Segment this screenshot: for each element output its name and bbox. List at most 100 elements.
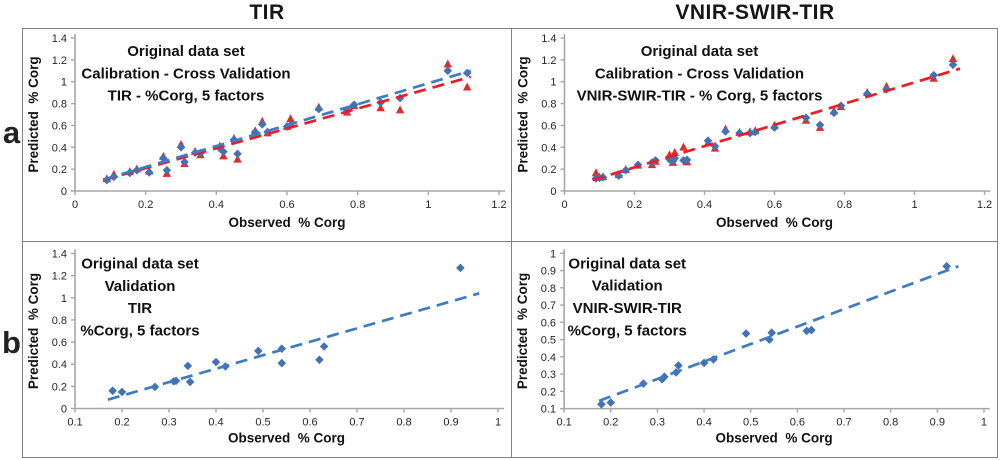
- series-validation-blue-diamonds: [597, 261, 951, 409]
- data-point-triangle: [670, 148, 679, 157]
- data-point-diamond: [456, 263, 465, 273]
- x-tick-label: 0.3: [650, 417, 665, 429]
- data-point-triangle: [948, 54, 958, 63]
- data-point-diamond: [349, 100, 359, 109]
- annotation-line: Original data set: [127, 43, 245, 60]
- y-tick-label: 1.2: [52, 55, 67, 67]
- x-tick-label: 1: [911, 199, 917, 211]
- data-point-diamond: [219, 147, 228, 156]
- y-tick-label: 0: [550, 186, 556, 198]
- x-tick-label: 0.6: [767, 199, 782, 211]
- x-axis-title: Observed % Corg: [228, 215, 345, 230]
- annotation-line: TIR - %Corg, 5 factors: [108, 88, 265, 105]
- y-tick-label: 0.2: [52, 164, 67, 176]
- y-tick-label: 0.6: [52, 337, 67, 349]
- trendline-red-trendline: [102, 75, 472, 182]
- data-point-diamond: [319, 342, 329, 351]
- data-point-diamond: [674, 361, 683, 370]
- y-tick-label: 0.8: [52, 315, 67, 327]
- y-tick-label: 1.2: [541, 55, 556, 67]
- data-point-diamond: [183, 361, 193, 371]
- y-tick-label: 1: [61, 77, 67, 89]
- annotation-line: Validation: [105, 278, 176, 295]
- data-point-triangle: [679, 142, 688, 151]
- y-tick-label: 0.7: [541, 300, 556, 312]
- y-tick-label: 0.2: [541, 164, 556, 176]
- y-tick-label: 1: [61, 293, 67, 305]
- data-point-triangle: [233, 154, 242, 163]
- x-tick-label: 0: [72, 199, 78, 211]
- x-axis-title: Observed % Corg: [715, 431, 832, 446]
- data-point-diamond: [314, 104, 324, 114]
- axes: 0 0.2 0.4 0.6 0.8 1 1.2 1.4 0.1 0.2 0.3 0.4 0.5 0.6 0.…: [52, 249, 504, 429]
- x-tick-label: 0.3: [161, 417, 176, 429]
- data-point-diamond: [233, 149, 242, 159]
- annotation: Original data set Calibration - Cross Val…: [577, 43, 823, 105]
- x-tick-label: 0.1: [556, 417, 571, 429]
- annotation-line: %Corg, 5 factors: [568, 322, 687, 339]
- y-tick-label: 0: [61, 186, 67, 198]
- annotation-line: TIR: [128, 300, 152, 317]
- column-title-vnir-swir-tir: VNIR-SWIR-TIR: [675, 1, 835, 24]
- x-tick-label: 0.6: [790, 417, 805, 429]
- x-tick-label: 0: [561, 199, 567, 211]
- trendline-blue-trendline: [107, 292, 480, 401]
- data-point-diamond: [606, 398, 616, 407]
- x-tick-label: 1: [495, 417, 501, 429]
- x-tick-label: 1: [425, 199, 431, 211]
- x-axis-title: Observed % Corg: [228, 431, 345, 446]
- data-point-diamond: [315, 355, 324, 365]
- chart-grid: 0 0.2 0.4 0.6 0.8 1 1.2 1.4 0 0.2 0.4 0.6 0.8 1 1.2 Obs…: [22, 28, 998, 458]
- data-point-diamond: [597, 399, 606, 409]
- y-tick-label: 0.4: [541, 142, 556, 154]
- trendline-red-trendline: [592, 67, 961, 182]
- axes: 0.1 0.2 0.3 0.4 0.5 0.6 0.7 0.8 0.9 1 0.1 0.2 0.3 0.4…: [541, 248, 990, 429]
- y-tick-label: 1: [550, 248, 556, 260]
- data-point-diamond: [162, 165, 172, 175]
- annotation: Original data set Validation TIR %Corg, 5 f…: [80, 256, 199, 340]
- x-tick-label: 0.2: [603, 417, 618, 429]
- y-tick-label: 0.5: [541, 335, 556, 347]
- y-tick-label: 1.4: [52, 33, 67, 45]
- data-point-diamond: [621, 165, 631, 175]
- data-point-diamond: [180, 157, 189, 167]
- data-point-diamond: [767, 328, 777, 337]
- y-tick-label: 0.6: [541, 317, 556, 329]
- x-axis-title: Observed % Corg: [716, 215, 833, 230]
- axes: 0 0.2 0.4 0.6 0.8 1 1.2 1.4 0 0.2 0.4 0.6 0.8 1 1.2: [541, 33, 992, 211]
- trendline-blue-trendline: [598, 264, 959, 403]
- x-tick-label: 1.2: [977, 199, 992, 211]
- chart-validation-vnir-swir-tir: 0.1 0.2 0.3 0.4 0.5 0.6 0.7 0.8 0.9 1 0.1 0.2 0.3 0.4…: [512, 242, 997, 457]
- x-tick-label: 0.7: [349, 417, 364, 429]
- y-axis-title: Predicted % Corg: [515, 273, 530, 389]
- data-point-diamond: [132, 165, 142, 175]
- x-tick-label: 0.4: [696, 417, 711, 429]
- data-point-diamond: [257, 120, 267, 129]
- y-tick-label: 0.8: [541, 99, 556, 111]
- y-tick-label: 0.4: [52, 359, 67, 371]
- annotation-line: %Corg, 5 factors: [80, 322, 199, 339]
- x-tick-label: 0.2: [627, 199, 642, 211]
- x-tick-label: 0.8: [396, 417, 411, 429]
- annotation: Original data set Calibration - Cross Val…: [81, 43, 290, 105]
- y-tick-label: 0.2: [52, 381, 67, 393]
- x-tick-label: 0.5: [743, 417, 758, 429]
- y-tick-label: 1.4: [52, 249, 67, 261]
- y-tick-label: 0.6: [52, 120, 67, 132]
- chart-svg-validation-tir: 0 0.2 0.4 0.6 0.8 1 1.2 1.4 0.1 0.2 0.3 0.4 0.5 0.6 0.…: [26, 249, 504, 446]
- y-tick-label: 0.1: [541, 404, 556, 416]
- y-tick-label: 0.9: [541, 266, 556, 278]
- data-point-diamond: [660, 372, 669, 382]
- panel-label-b: b: [2, 325, 21, 360]
- data-point-diamond: [765, 335, 774, 344]
- y-tick-label: 0.8: [52, 99, 67, 111]
- data-point-triangle: [376, 103, 385, 112]
- trendline-blue-trendline: [102, 69, 472, 181]
- x-tick-label: 0.9: [930, 417, 945, 429]
- x-tick-label: 1: [981, 417, 987, 429]
- data-point-diamond: [721, 127, 730, 136]
- x-tick-label: 0.8: [350, 199, 365, 211]
- x-tick-label: 0.6: [302, 417, 317, 429]
- x-tick-label: 1.2: [491, 199, 506, 211]
